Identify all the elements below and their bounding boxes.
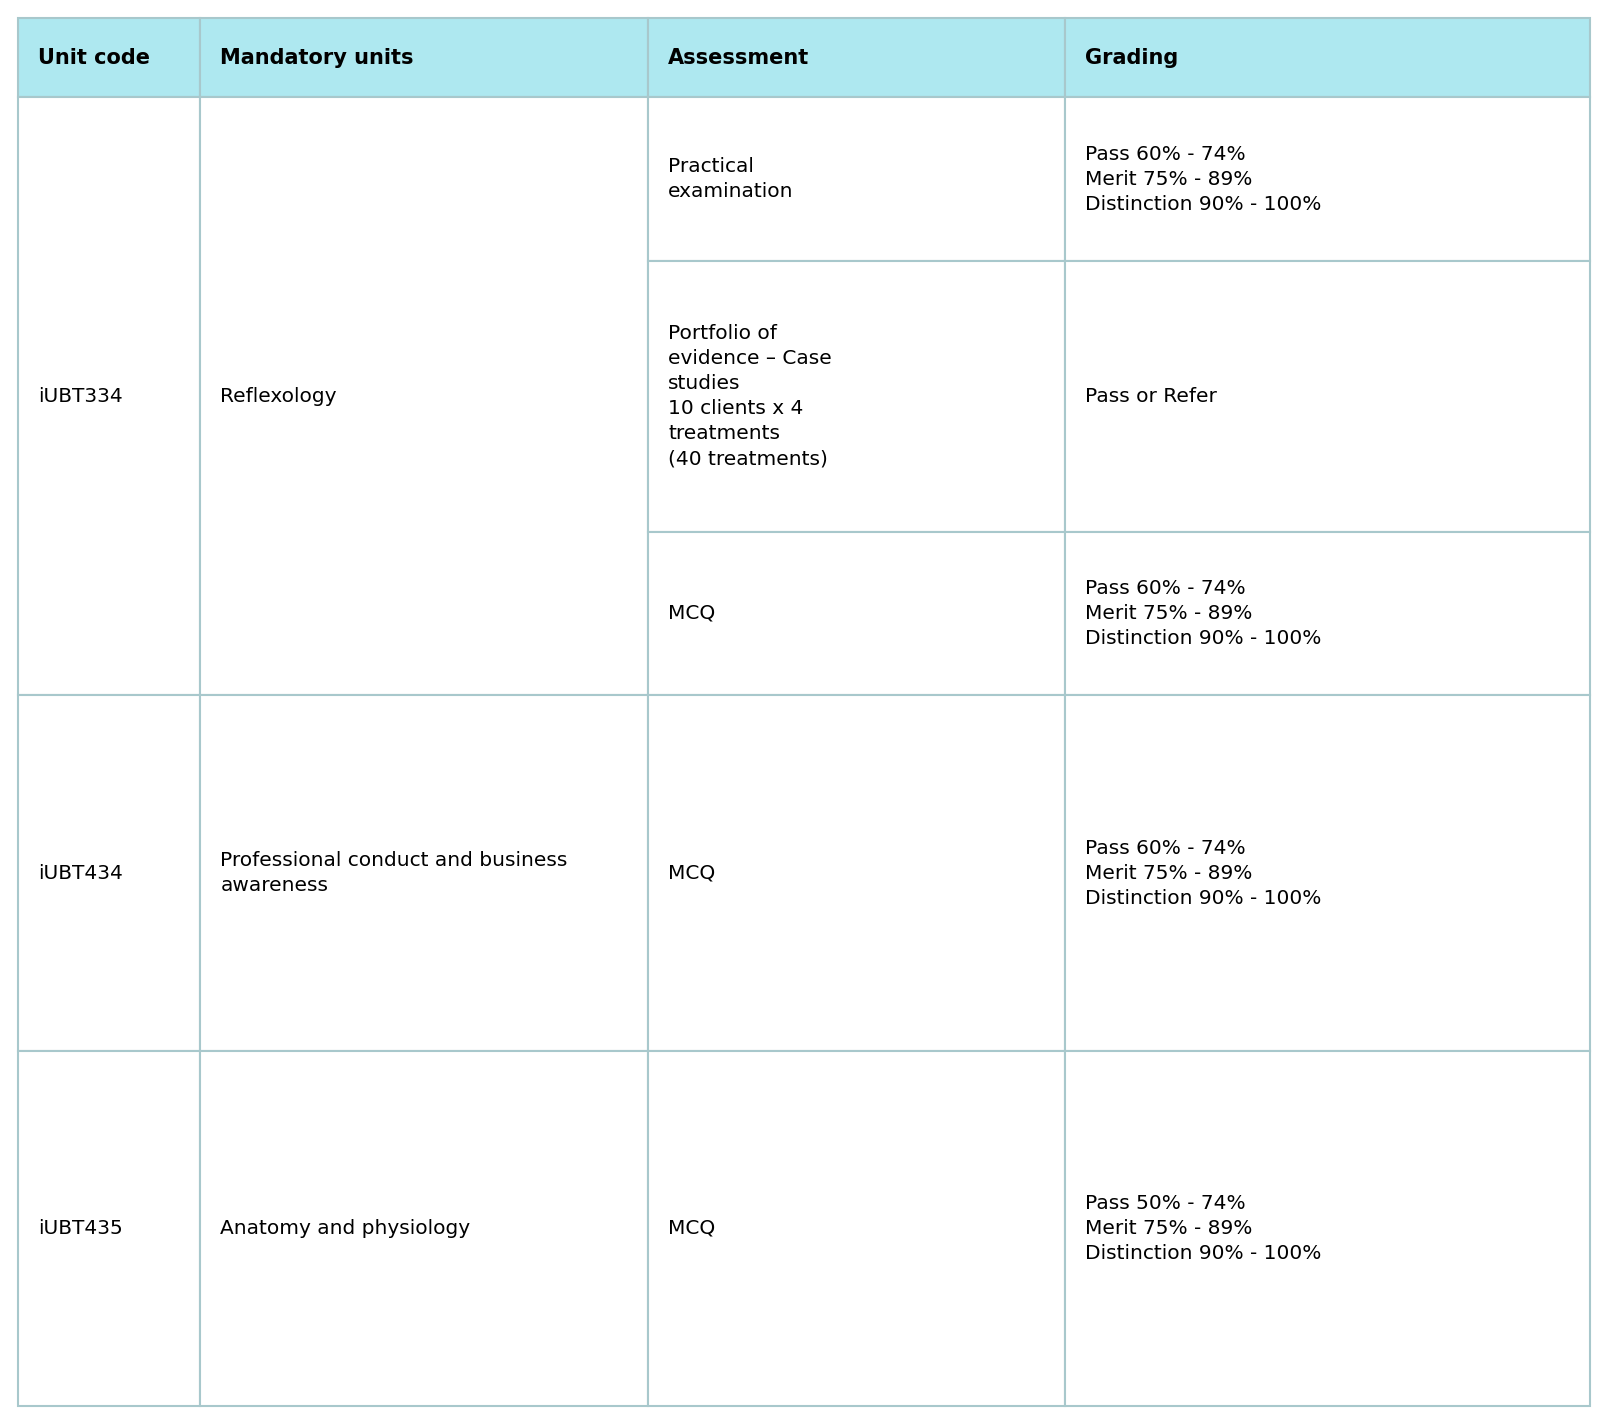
Bar — [648, 261, 1064, 531]
Bar — [648, 19, 1064, 97]
Bar — [648, 1051, 1064, 1405]
Text: iUBT435: iUBT435 — [39, 1219, 122, 1237]
Bar — [201, 1051, 648, 1405]
Text: Mandatory units: Mandatory units — [220, 47, 413, 67]
Text: Pass 60% - 74%
Merit 75% - 89%
Distinction 90% - 100%: Pass 60% - 74% Merit 75% - 89% Distincti… — [1085, 580, 1321, 648]
Bar — [18, 19, 201, 97]
Text: iUBT434: iUBT434 — [39, 863, 122, 883]
Text: Unit code: Unit code — [39, 47, 149, 67]
Bar — [201, 97, 648, 695]
Bar — [1064, 261, 1589, 531]
Bar — [1064, 695, 1589, 1051]
Bar — [648, 695, 1064, 1051]
Bar — [18, 1051, 201, 1405]
Bar — [1064, 531, 1589, 695]
Text: Professional conduct and business
awareness: Professional conduct and business awaren… — [220, 852, 567, 896]
Bar — [1064, 1051, 1589, 1405]
Bar — [1064, 19, 1589, 97]
Text: Pass 50% - 74%
Merit 75% - 89%
Distinction 90% - 100%: Pass 50% - 74% Merit 75% - 89% Distincti… — [1085, 1193, 1321, 1263]
Text: Grading: Grading — [1085, 47, 1178, 67]
Text: Practical
examination: Practical examination — [669, 157, 794, 201]
Bar — [648, 531, 1064, 695]
Bar — [201, 695, 648, 1051]
Bar — [1064, 97, 1589, 261]
Text: Pass 60% - 74%
Merit 75% - 89%
Distinction 90% - 100%: Pass 60% - 74% Merit 75% - 89% Distincti… — [1085, 839, 1321, 907]
Text: MCQ: MCQ — [669, 604, 715, 622]
Text: MCQ: MCQ — [669, 1219, 715, 1237]
Text: Pass 60% - 74%
Merit 75% - 89%
Distinction 90% - 100%: Pass 60% - 74% Merit 75% - 89% Distincti… — [1085, 144, 1321, 214]
Text: Pass or Refer: Pass or Refer — [1085, 387, 1216, 406]
Bar — [201, 19, 648, 97]
Text: iUBT334: iUBT334 — [39, 387, 122, 406]
Text: Reflexology: Reflexology — [220, 387, 336, 406]
Text: Assessment: Assessment — [669, 47, 808, 67]
Text: MCQ: MCQ — [669, 863, 715, 883]
Bar — [648, 97, 1064, 261]
Text: Portfolio of
evidence – Case
studies
10 clients x 4
treatments
(40 treatments): Portfolio of evidence – Case studies 10 … — [669, 325, 831, 468]
Text: Anatomy and physiology: Anatomy and physiology — [220, 1219, 471, 1237]
Bar — [18, 97, 201, 695]
Bar — [18, 695, 201, 1051]
